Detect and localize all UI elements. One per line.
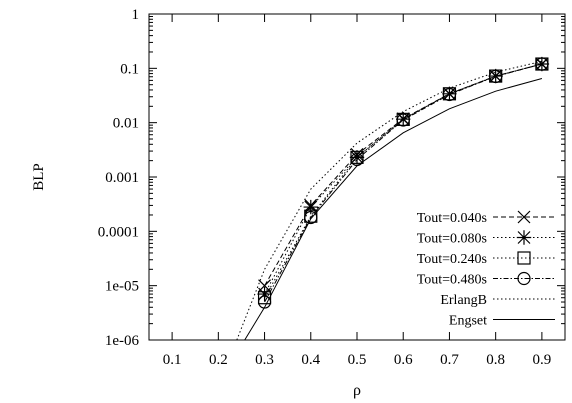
star-marker: [257, 286, 272, 302]
circle-marker: [304, 210, 318, 225]
y-tick-label: 0.001: [105, 170, 139, 186]
series-line: [264, 63, 543, 295]
legend-label: ErlangB: [440, 293, 487, 308]
series-line: [264, 63, 543, 286]
x-tick-label: 0.3: [255, 352, 274, 368]
legend: Tout=0.040s Tout=0.080s Tout=0.240s Tout=0.…: [417, 210, 555, 329]
circle-marker: [535, 57, 549, 71]
square-marker: [517, 251, 531, 265]
x-tick-label: 0.5: [348, 352, 367, 368]
x-tick-label: 0.1: [163, 352, 182, 368]
x-tick-label: 0.6: [394, 352, 413, 368]
star-marker: [303, 199, 318, 215]
x-tick-label: 0.7: [440, 352, 459, 368]
star-marker: [516, 230, 532, 245]
x-axis: 0.1 0.2 0.3 0.4 0.5 0.6 0.7 0.8 0.9: [163, 14, 552, 368]
plot-frame: [148, 13, 566, 341]
legend-label: Engset: [449, 314, 487, 329]
circle-marker: [396, 113, 410, 127]
series-line: [264, 63, 543, 303]
series-tout-0-080s: [257, 56, 550, 302]
series-engset: [244, 78, 543, 340]
series-erlangb: [236, 60, 543, 340]
circle-marker: [517, 271, 531, 286]
x-tick-label: 0.8: [486, 352, 505, 368]
legend-label: Tout=0.480s: [417, 273, 487, 288]
x-tick-label: 0.2: [209, 352, 228, 368]
legend-label: Tout=0.240s: [417, 252, 487, 267]
series-tout-0-040s: [258, 57, 549, 293]
y-tick-label: 1e-05: [105, 279, 139, 295]
series-line: [236, 60, 543, 340]
x-marker: [517, 210, 531, 224]
y-tick-label: 0.1: [120, 61, 139, 77]
circle-marker: [489, 69, 503, 84]
series-layer: [236, 56, 550, 340]
square-marker: [257, 291, 272, 305]
y-axis: 1e-06 1e-05 0.0001 0.001 0.01 0.1 1: [98, 7, 565, 349]
legend-label: Tout=0.040s: [417, 211, 487, 226]
legend-label: Tout=0.080s: [417, 232, 487, 247]
series-line: [244, 78, 543, 340]
y-tick-label: 1: [132, 7, 140, 23]
series-tout-0-240s: [257, 57, 549, 305]
x-axis-label: ρ: [353, 382, 361, 399]
y-axis-label: BLP: [31, 163, 47, 191]
series-line: [264, 63, 543, 298]
y-tick-label: 0.01: [113, 116, 139, 132]
y-tick-label: 1e-06: [105, 333, 140, 349]
series-tout-0-480s: [257, 57, 549, 309]
y-tick-label: 0.0001: [98, 224, 139, 240]
x-tick-label: 0.9: [533, 352, 552, 368]
x-tick-label: 0.4: [301, 352, 320, 368]
